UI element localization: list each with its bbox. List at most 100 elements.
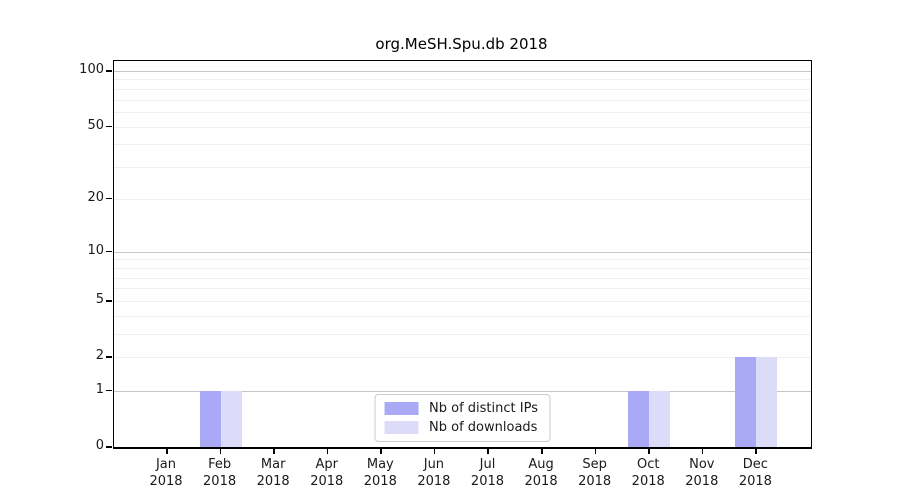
x-tick-label: Jul 2018 — [457, 456, 517, 490]
x-tick-mark — [326, 448, 329, 454]
gridline-minor — [114, 357, 811, 359]
legend-rows: Nb of distinct IPs Nb of downloads — [384, 401, 538, 435]
x-tick-mark — [433, 448, 436, 454]
x-tick-mark — [541, 448, 543, 454]
x-tick-mark — [166, 448, 168, 454]
x-tick-month: Dec — [742, 457, 768, 472]
x-tick-year: 2018 — [685, 474, 719, 489]
gridline-minor — [114, 88, 811, 90]
y-tick-mark — [106, 250, 112, 253]
x-tick-year: 2018 — [578, 474, 612, 489]
legend-swatch — [384, 421, 419, 434]
y-tick-label: 10 — [87, 242, 104, 258]
x-tick-year: 2018 — [738, 474, 772, 489]
legend-row: Nb of distinct IPs — [384, 401, 538, 416]
x-tick-label: Dec 2018 — [725, 456, 785, 490]
y-tick-label: 50 — [87, 117, 104, 133]
x-tick-mark — [273, 448, 275, 454]
bar-oct-series1 — [649, 390, 671, 447]
gridline-minor — [114, 79, 811, 81]
x-tick-month: May — [366, 457, 394, 472]
gridline-minor — [114, 198, 811, 200]
gridline-minor — [114, 99, 811, 101]
y-tick-label: 0 — [95, 438, 104, 453]
legend-label: Nb of downloads — [429, 420, 538, 435]
y-tick-mark — [106, 70, 112, 72]
y-tick-mark — [106, 446, 112, 448]
gridline-minor — [114, 334, 811, 336]
y-tick-mark — [106, 300, 112, 302]
bar-dec-series0 — [735, 357, 757, 447]
plot-area: Nb of distinct IPs Nb of downloads — [113, 60, 812, 449]
y-tick-mark — [106, 197, 112, 200]
x-tick-month: Mar — [260, 457, 286, 472]
gridline-major — [114, 71, 811, 72]
x-tick-label: Apr 2018 — [297, 456, 357, 490]
x-tick-year: 2018 — [363, 474, 397, 489]
y-tick-label: 1 — [95, 381, 104, 397]
x-tick-month: Jun — [423, 457, 445, 472]
x-tick-month: Jan — [155, 457, 177, 472]
gridline-minor — [114, 267, 811, 269]
y-tick-label: 20 — [87, 189, 104, 205]
x-tick-month: Aug — [528, 457, 554, 472]
x-tick-month: Feb — [208, 457, 232, 472]
gridline-minor — [114, 126, 811, 128]
legend: Nb of distinct IPs Nb of downloads — [374, 394, 551, 442]
gridline-minor — [114, 288, 811, 290]
x-tick-label: May 2018 — [350, 456, 410, 490]
x-tick-label: Nov 2018 — [672, 456, 732, 490]
x-tick-label: Mar 2018 — [243, 456, 303, 490]
x-tick-label: Oct 2018 — [618, 456, 678, 490]
x-tick-year: 2018 — [310, 474, 344, 489]
y-tick-label: 100 — [79, 62, 104, 77]
x-tick-mark — [701, 448, 704, 454]
gridline-minor — [114, 315, 811, 317]
y-tick-mark — [106, 389, 112, 392]
x-tick-year: 2018 — [631, 474, 665, 489]
bar-feb-series1 — [220, 390, 242, 447]
gridline-major — [114, 251, 811, 253]
x-tick-month: Nov — [689, 457, 715, 472]
gridline-minor — [114, 112, 811, 114]
x-tick-year: 2018 — [524, 474, 558, 489]
x-tick-label: Aug 2018 — [511, 456, 571, 490]
x-tick-year: 2018 — [149, 474, 183, 489]
legend-swatch — [384, 402, 419, 415]
x-tick-label: Jan 2018 — [136, 456, 196, 490]
y-tick-label: 2 — [95, 348, 104, 364]
x-tick-mark — [380, 448, 382, 454]
x-tick-month: Sep — [582, 457, 607, 472]
gridline-minor — [114, 277, 811, 279]
x-tick-label: Jun 2018 — [404, 456, 464, 490]
x-tick-month: Apr — [315, 457, 338, 472]
y-tick-mark — [106, 125, 112, 128]
legend-row: Nb of downloads — [384, 420, 538, 435]
x-tick-mark — [219, 448, 222, 454]
x-tick-month: Oct — [636, 457, 660, 472]
x-tick-mark — [648, 448, 650, 454]
x-tick-label: Feb 2018 — [190, 456, 250, 490]
bar-oct-series0 — [628, 390, 650, 447]
bar-feb-series0 — [199, 390, 221, 447]
x-tick-month: Jul — [479, 457, 496, 472]
x-tick-mark — [487, 448, 489, 454]
x-tick-year: 2018 — [470, 474, 505, 489]
x-tick-label: Sep 2018 — [565, 456, 625, 490]
x-tick-mark — [755, 448, 757, 454]
x-tick-year: 2018 — [256, 474, 290, 489]
y-tick-mark — [106, 356, 112, 358]
legend-label: Nb of distinct IPs — [429, 401, 538, 416]
x-tick-year: 2018 — [203, 474, 237, 489]
gridline-minor — [114, 259, 811, 261]
gridline-minor — [114, 167, 811, 169]
gridline-major — [114, 390, 811, 392]
y-tick-label: 5 — [95, 292, 104, 308]
gridline-minor — [114, 301, 811, 303]
chart-title: org.MeSH.Spu.db 2018 — [375, 35, 548, 53]
gridline-minor — [114, 144, 811, 146]
bar-dec-series1 — [756, 357, 778, 447]
x-tick-mark — [594, 448, 597, 454]
x-tick-year: 2018 — [417, 474, 451, 489]
